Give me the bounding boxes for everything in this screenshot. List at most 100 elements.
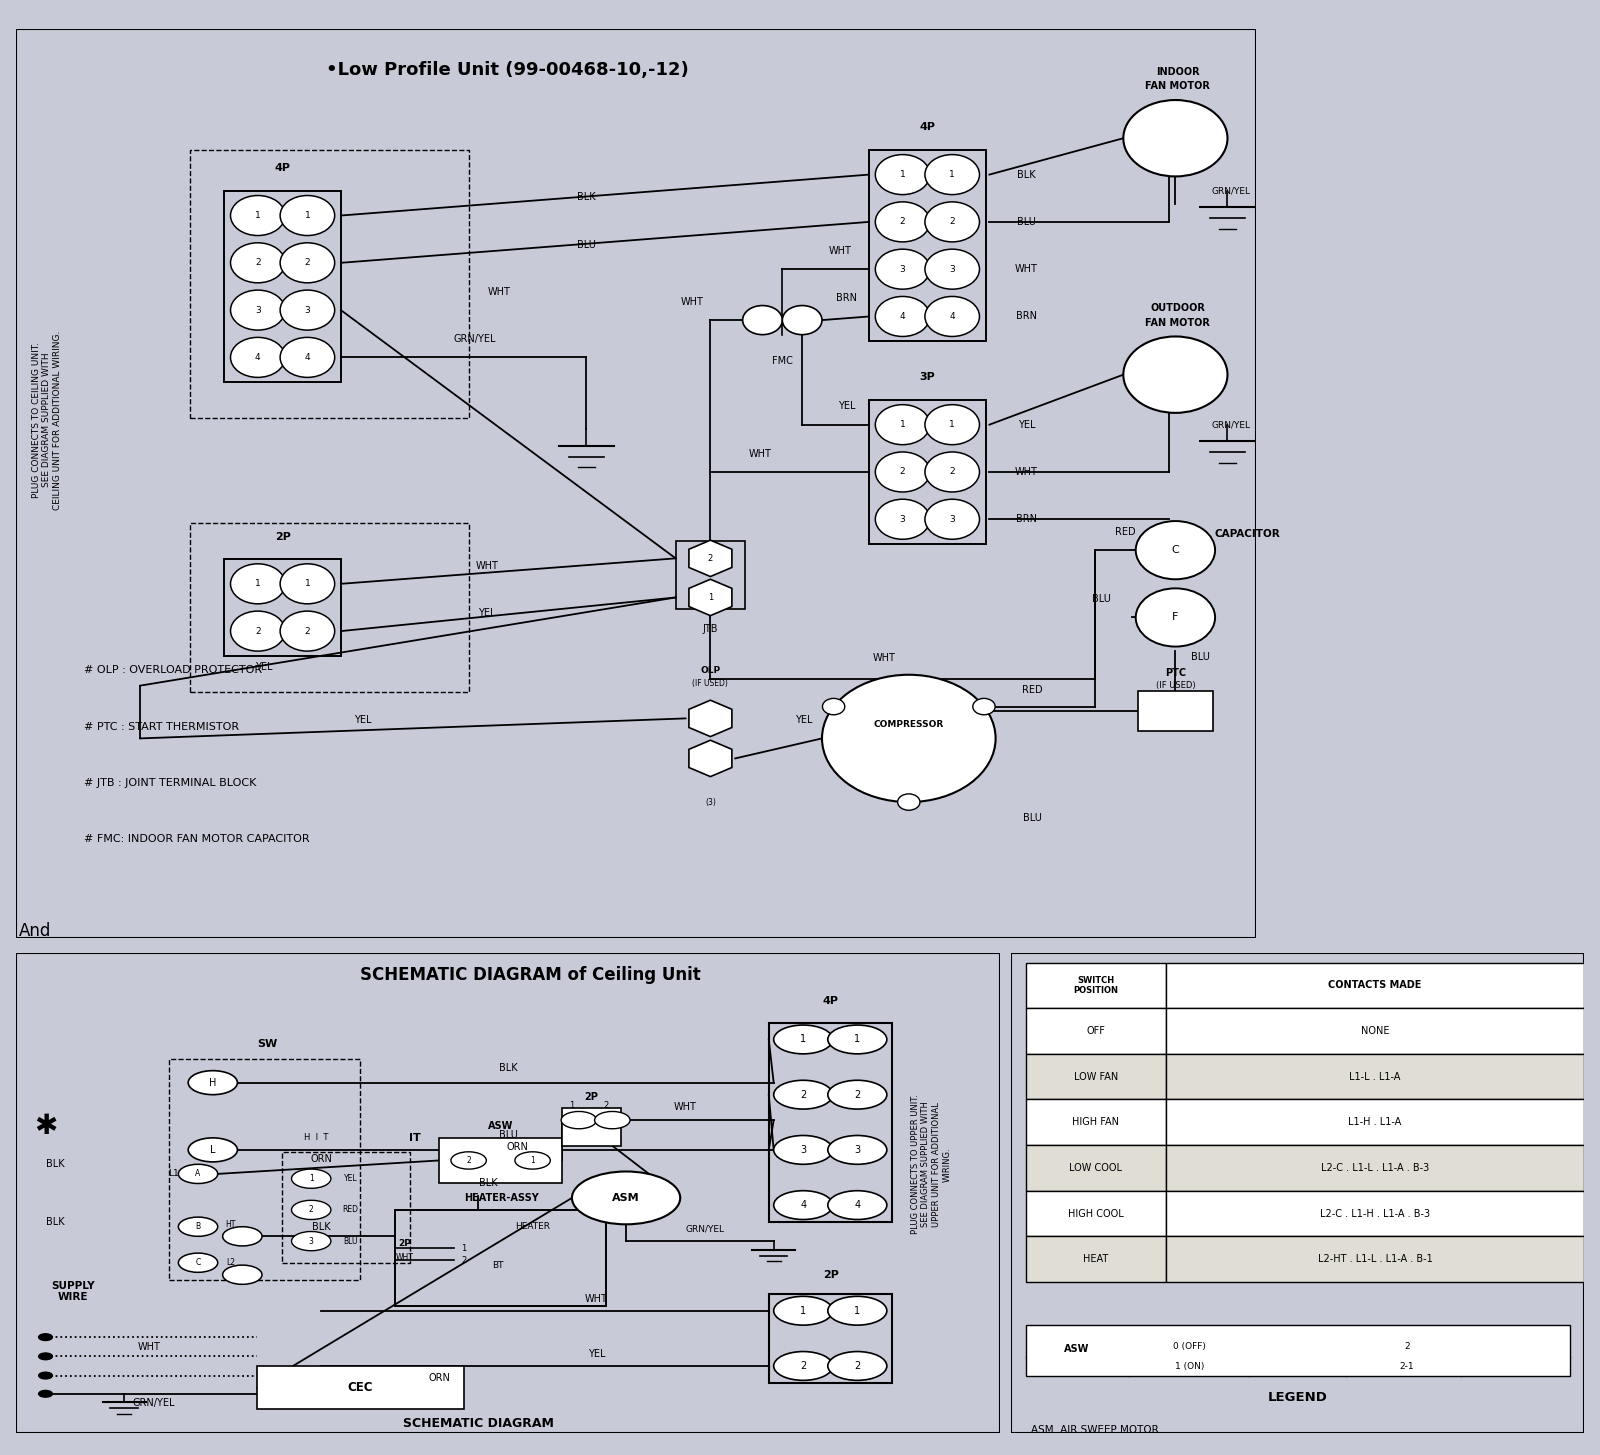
Circle shape — [178, 1164, 218, 1183]
Bar — [1166, 1008, 1584, 1053]
Text: YEL: YEL — [478, 608, 496, 618]
Circle shape — [875, 453, 930, 492]
Text: 2: 2 — [707, 554, 714, 563]
Text: 4: 4 — [899, 311, 906, 322]
Text: L2: L2 — [226, 1259, 235, 1267]
Circle shape — [595, 1112, 630, 1129]
Circle shape — [774, 1080, 832, 1109]
Text: 1: 1 — [707, 594, 714, 602]
Text: HEATER-ASSY: HEATER-ASSY — [464, 1193, 539, 1203]
Text: WHT: WHT — [1014, 467, 1038, 477]
Text: ASM  AIR SWEEP MOTOR: ASM AIR SWEEP MOTOR — [1032, 1424, 1158, 1435]
Text: YEL: YEL — [795, 716, 813, 725]
Text: # FMC: INDOOR FAN MOTOR CAPACITOR: # FMC: INDOOR FAN MOTOR CAPACITOR — [85, 834, 310, 844]
Text: L: L — [210, 1145, 216, 1155]
Text: SW: SW — [256, 1039, 277, 1049]
Text: ORN: ORN — [310, 1154, 331, 1164]
Text: H: H — [210, 1078, 216, 1088]
Text: BRN: BRN — [1016, 311, 1037, 322]
Text: 1: 1 — [461, 1244, 466, 1253]
Text: IT: IT — [408, 1133, 421, 1142]
Circle shape — [742, 306, 782, 335]
Text: 2: 2 — [800, 1360, 806, 1371]
Text: 2: 2 — [949, 467, 955, 476]
Circle shape — [280, 338, 334, 377]
Text: COMPRESSOR: COMPRESSOR — [874, 720, 944, 729]
Text: INDOOR: INDOOR — [1157, 67, 1200, 77]
Circle shape — [1123, 100, 1227, 176]
Circle shape — [571, 1171, 680, 1224]
Text: B: B — [195, 1222, 200, 1231]
Text: WHT: WHT — [749, 448, 771, 458]
Text: ASM: ASM — [613, 1193, 640, 1203]
Text: OUTDOOR: OUTDOOR — [1150, 303, 1205, 313]
Text: HIGH COOL: HIGH COOL — [1067, 1209, 1123, 1218]
Text: BLK: BLK — [578, 192, 595, 202]
Text: GRN/YEL: GRN/YEL — [1211, 420, 1251, 429]
Bar — [869, 400, 986, 544]
Text: SWITCH
POSITION: SWITCH POSITION — [1074, 976, 1118, 995]
Bar — [1026, 1145, 1166, 1190]
Text: 4P: 4P — [920, 122, 936, 132]
Text: BLK: BLK — [46, 1216, 64, 1227]
Text: 1: 1 — [899, 420, 906, 429]
Text: GRN/YEL: GRN/YEL — [133, 1398, 174, 1408]
Text: SCHEMATIC DIAGRAM of Ceiling Unit: SCHEMATIC DIAGRAM of Ceiling Unit — [360, 966, 701, 984]
Circle shape — [925, 202, 979, 242]
Text: 4: 4 — [800, 1200, 806, 1211]
Text: # JTB : JOINT TERMINAL BLOCK: # JTB : JOINT TERMINAL BLOCK — [85, 778, 256, 789]
Text: 2P: 2P — [584, 1093, 598, 1101]
Circle shape — [38, 1391, 53, 1397]
Text: 1: 1 — [254, 579, 261, 588]
Circle shape — [827, 1080, 886, 1109]
Text: 2: 2 — [254, 259, 261, 268]
Text: YEL: YEL — [838, 402, 856, 412]
Circle shape — [230, 611, 285, 652]
Circle shape — [774, 1024, 832, 1053]
Text: 1: 1 — [949, 420, 955, 429]
Text: 3: 3 — [309, 1237, 314, 1245]
Text: 1: 1 — [254, 211, 261, 220]
Bar — [1166, 963, 1584, 1008]
Text: PLUG CONNECTS TO CEILING UNIT.
SEE DIAGRAM SUPPLIED WITH
CEILING UNIT FOR ADDITI: PLUG CONNECTS TO CEILING UNIT. SEE DIAGR… — [32, 330, 62, 509]
Circle shape — [875, 499, 930, 540]
Circle shape — [822, 675, 995, 802]
Text: 3: 3 — [949, 515, 955, 524]
Text: 2: 2 — [466, 1155, 470, 1165]
Circle shape — [178, 1253, 218, 1272]
Text: BRN: BRN — [1016, 514, 1037, 524]
Text: 2: 2 — [461, 1256, 466, 1264]
Circle shape — [222, 1264, 262, 1285]
Text: BLU: BLU — [1190, 652, 1210, 662]
Text: CONTACTS MADE: CONTACTS MADE — [1328, 981, 1422, 991]
Text: (IF USED): (IF USED) — [1155, 681, 1195, 690]
Text: 1: 1 — [800, 1305, 806, 1315]
Circle shape — [925, 249, 979, 290]
Text: WHT: WHT — [586, 1293, 608, 1304]
Text: 2-1: 2-1 — [1400, 1362, 1414, 1372]
Bar — [1026, 1053, 1166, 1100]
Text: RED: RED — [342, 1205, 358, 1215]
Text: 3: 3 — [304, 306, 310, 314]
Circle shape — [230, 338, 285, 377]
Circle shape — [774, 1135, 832, 1164]
Text: 3: 3 — [254, 306, 261, 314]
Bar — [1026, 1190, 1166, 1237]
Circle shape — [515, 1152, 550, 1170]
Circle shape — [925, 453, 979, 492]
Bar — [224, 559, 341, 656]
Text: 4P: 4P — [275, 163, 291, 173]
Text: YEL: YEL — [587, 1349, 605, 1359]
Circle shape — [38, 1353, 53, 1360]
Text: GRN/YEL: GRN/YEL — [685, 1225, 725, 1234]
Text: BLU: BLU — [1018, 217, 1037, 227]
Circle shape — [973, 698, 995, 714]
Circle shape — [875, 202, 930, 242]
Circle shape — [230, 243, 285, 282]
Text: And: And — [19, 922, 51, 940]
Circle shape — [280, 611, 334, 652]
Circle shape — [925, 297, 979, 336]
Circle shape — [230, 565, 285, 604]
Circle shape — [925, 499, 979, 540]
Text: SCHEMATIC DIAGRAM: SCHEMATIC DIAGRAM — [403, 1417, 554, 1430]
